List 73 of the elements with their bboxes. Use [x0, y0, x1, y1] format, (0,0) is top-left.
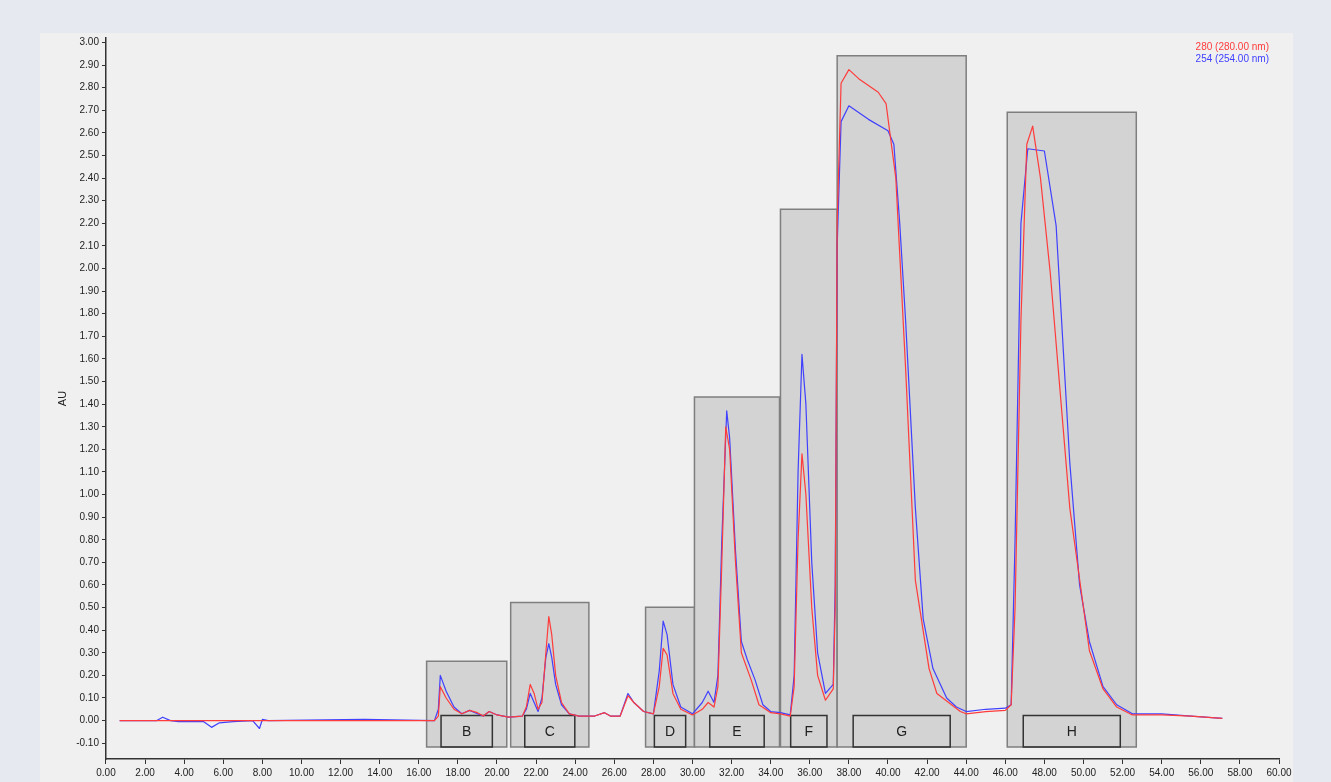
y-tick-label: 1.20: [79, 443, 100, 455]
x-tick-label: 28.00: [640, 766, 667, 778]
y-tick-label: 2.80: [79, 81, 100, 93]
x-tick-label: 38.00: [836, 766, 862, 778]
y-tick-label: 0.60: [79, 578, 100, 590]
x-tick-label: 36.00: [797, 766, 823, 778]
y-tick-label: 2.40: [79, 171, 100, 183]
x-tick-label: 30.00: [679, 766, 706, 778]
y-tick-label: 2.10: [79, 239, 100, 251]
x-tick-label: 52.00: [1110, 766, 1136, 778]
y-tick-label: 1.40: [79, 397, 100, 409]
x-tick-label: 44.00: [953, 766, 980, 778]
x-tick-label: 0.00: [96, 766, 117, 778]
x-tick-label: 46.00: [992, 766, 1019, 778]
y-tick-label: 1.30: [79, 420, 100, 432]
y-tick-label: 1.70: [79, 330, 100, 342]
y-tick-label: 0.00: [79, 714, 100, 726]
y-tick-label: 0.70: [79, 556, 100, 568]
x-tick-label: 26.00: [601, 766, 628, 778]
y-tick-label: 1.80: [79, 307, 100, 319]
y-tick-label: 0.10: [79, 691, 100, 703]
text: 254 (254.00 nm): [1195, 52, 1269, 64]
y-tick-label: 2.00: [79, 262, 100, 274]
x-tick-label: 14.00: [367, 766, 393, 778]
y-axis-title: AU: [55, 390, 68, 407]
y-tick-label: 1.00: [79, 488, 100, 500]
x-tick-label: 24.00: [562, 766, 589, 778]
y-tick-label: 2.60: [79, 126, 100, 138]
x-tick-label: 54.00: [1149, 766, 1175, 778]
x-tick-label: 48.00: [1031, 766, 1058, 778]
y-tick-label: 1.10: [79, 465, 100, 477]
y-tick-label: 1.90: [79, 284, 100, 296]
band-label: G: [896, 723, 908, 740]
y-tick-label: 2.90: [79, 58, 100, 70]
y-tick-label: 0.90: [79, 510, 100, 522]
y-tick-label: 1.50: [79, 375, 100, 387]
band-label: B: [462, 723, 472, 740]
x-tick-label: 20.00: [484, 766, 510, 778]
band-label: E: [732, 723, 742, 740]
x-tick-label: 16.00: [406, 766, 432, 778]
x-tick-label: 2.00: [135, 766, 156, 778]
y-tick-label: 2.70: [79, 104, 100, 116]
x-tick-label: 56.00: [1188, 766, 1214, 778]
band-label: D: [664, 723, 676, 740]
x-tick-label: 34.00: [758, 766, 784, 778]
x-tick-label: 12.00: [328, 766, 354, 778]
x-tick-label: 32.00: [719, 766, 745, 778]
y-tick-label: 2.30: [79, 194, 100, 206]
y-tick-label: 0.20: [79, 669, 100, 681]
y-tick-label: 2.50: [79, 149, 100, 161]
x-tick-label: 22.00: [523, 766, 550, 778]
x-tick-label: 42.00: [914, 766, 941, 778]
band-label: C: [544, 723, 555, 740]
band-label: F: [804, 723, 814, 740]
y-tick-label: -0.10: [76, 736, 100, 748]
y-tick-label: 0.30: [79, 646, 100, 658]
text: 280 (280.00 nm): [1195, 40, 1269, 52]
x-tick-label: 58.00: [1227, 766, 1253, 778]
y-tick-label: 0.40: [79, 623, 100, 635]
x-tick-label: 6.00: [213, 766, 234, 778]
x-tick-label: 18.00: [445, 766, 471, 778]
x-tick-label: 50.00: [1070, 766, 1097, 778]
y-tick-label: 1.60: [79, 352, 100, 364]
x-tick-label: 60.00: [1266, 766, 1292, 778]
y-tick-label: 0.50: [79, 601, 100, 613]
x-tick-label: 10.00: [288, 766, 315, 778]
x-tick-label: 40.00: [875, 766, 901, 778]
x-tick-label: 4.00: [174, 766, 195, 778]
y-tick-label: 0.80: [79, 533, 100, 545]
y-tick-label: 3.00: [79, 36, 100, 48]
y-tick-label: 2.20: [79, 217, 100, 229]
band-label: H: [1066, 723, 1077, 740]
x-tick-label: 8.00: [252, 766, 273, 778]
